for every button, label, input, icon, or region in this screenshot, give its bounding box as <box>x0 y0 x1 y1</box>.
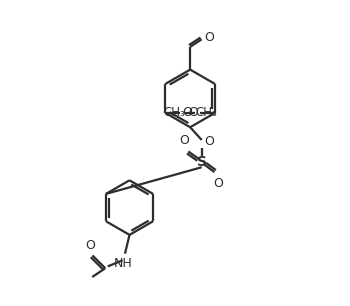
Text: CH₃: CH₃ <box>196 106 217 119</box>
Text: NH: NH <box>114 257 133 270</box>
Text: O: O <box>182 106 192 119</box>
Text: O: O <box>205 31 215 44</box>
Text: CH₃: CH₃ <box>163 106 185 119</box>
Text: O: O <box>189 106 198 119</box>
Text: S: S <box>197 155 207 169</box>
Text: O: O <box>204 135 214 148</box>
Text: O: O <box>180 134 189 147</box>
Text: O: O <box>85 239 95 252</box>
Text: O: O <box>214 177 223 190</box>
